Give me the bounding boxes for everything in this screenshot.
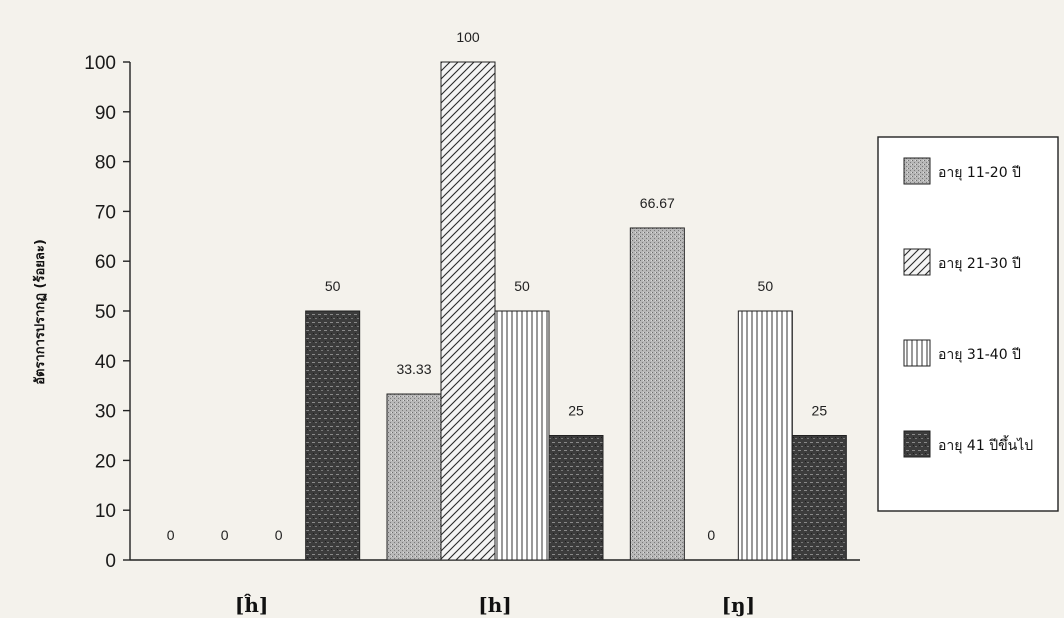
- category-labels: [ĥ] [h] [ŋ]: [235, 593, 755, 617]
- y-tick-label: 70: [95, 202, 116, 223]
- bar: [737, 310, 793, 561]
- y-tick-label: 60: [95, 252, 116, 273]
- y-tick-label: 0: [105, 551, 116, 572]
- legend-label: อายุ 11-20 ปี: [938, 165, 1021, 181]
- legend-swatch: [903, 157, 931, 185]
- legend-swatch: [903, 339, 931, 367]
- legend: อายุ 11-20 ปีอายุ 21-30 ปีอายุ 31-40 ปีอ…: [877, 136, 1059, 512]
- legend-label: อายุ 31-40 ปี: [938, 347, 1021, 363]
- bar: [791, 435, 847, 561]
- y-ticks: 0 10 20 30 40 50 60 70 80 90 100: [84, 53, 130, 572]
- y-tick-label: 50: [95, 302, 116, 323]
- legend-swatch: [903, 430, 931, 458]
- data-label: 100: [456, 29, 480, 45]
- data-label: 0: [221, 527, 229, 543]
- y-axis-title: อัตราการปรากฏ (ร้อยละ): [32, 239, 48, 385]
- y-tick-label: 20: [95, 451, 116, 472]
- x-tick-label: [h]: [478, 593, 511, 617]
- data-label: 0: [275, 527, 283, 543]
- legend-label: อายุ 21-30 ปี: [938, 256, 1021, 272]
- bar: [548, 435, 604, 561]
- bar: [386, 393, 442, 561]
- data-label: 50: [325, 278, 341, 294]
- bars: [305, 61, 847, 561]
- y-tick-label: 30: [95, 402, 116, 423]
- x-tick-label: [ĥ]: [235, 593, 268, 617]
- legend-label: อายุ 41 ปีขึ้นไป: [938, 435, 1033, 454]
- data-label: 50: [758, 278, 774, 294]
- y-tick-label: 90: [95, 103, 116, 124]
- data-label: 66.67: [640, 195, 675, 211]
- y-tick-label: 100: [84, 53, 116, 74]
- bar: [440, 61, 496, 561]
- data-label: 0: [167, 527, 175, 543]
- bar: [629, 227, 685, 561]
- data-label: 33.33: [396, 361, 431, 377]
- legend-swatch: [903, 248, 931, 276]
- bar: [305, 310, 361, 561]
- x-tick-label: [ŋ]: [722, 593, 755, 617]
- y-tick-label: 80: [95, 153, 116, 174]
- data-label: 25: [812, 403, 828, 419]
- data-label: 0: [707, 527, 715, 543]
- bar: [494, 310, 550, 561]
- y-tick-label: 40: [95, 352, 116, 373]
- data-label: 25: [568, 403, 584, 419]
- data-labels: 0 0 0 50 33.33 100 50 25 66.67 0 50 25: [167, 29, 828, 543]
- data-label: 50: [514, 278, 530, 294]
- y-tick-label: 10: [95, 501, 116, 522]
